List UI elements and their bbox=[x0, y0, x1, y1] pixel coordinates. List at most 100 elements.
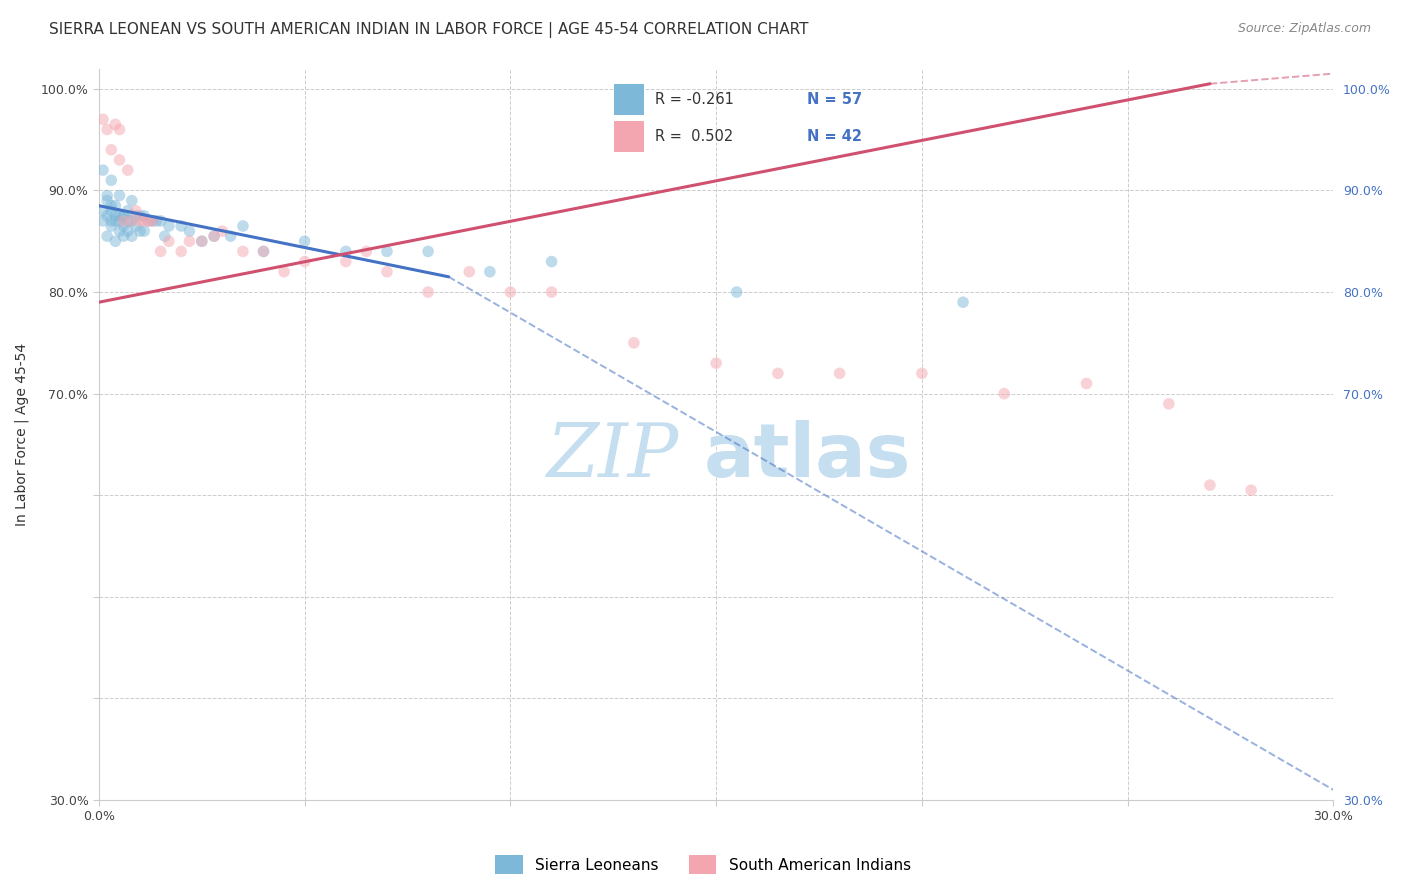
Point bbox=[112, 229, 135, 244]
Point bbox=[112, 219, 135, 233]
Legend: Sierra Leoneans, South American Indians: Sierra Leoneans, South American Indians bbox=[489, 849, 917, 880]
Point bbox=[356, 244, 378, 259]
Point bbox=[623, 335, 645, 350]
Point bbox=[191, 234, 214, 248]
Point bbox=[1076, 376, 1098, 391]
Point bbox=[1157, 397, 1180, 411]
Point bbox=[952, 295, 974, 310]
Point bbox=[108, 188, 131, 202]
Point bbox=[117, 203, 139, 218]
Point bbox=[129, 224, 152, 238]
Point bbox=[91, 203, 114, 218]
Point bbox=[145, 214, 167, 228]
Point bbox=[294, 234, 316, 248]
Point bbox=[375, 244, 398, 259]
Point bbox=[252, 244, 274, 259]
Point bbox=[458, 265, 481, 279]
Point bbox=[134, 209, 156, 223]
Point bbox=[117, 214, 139, 228]
Point bbox=[125, 219, 148, 233]
Point bbox=[1199, 478, 1222, 492]
Point bbox=[136, 214, 159, 228]
Point bbox=[170, 244, 193, 259]
Point bbox=[202, 229, 225, 244]
Y-axis label: In Labor Force | Age 45-54: In Labor Force | Age 45-54 bbox=[15, 343, 30, 526]
Point bbox=[232, 219, 254, 233]
Point bbox=[416, 285, 439, 299]
Point bbox=[108, 214, 131, 228]
Point bbox=[157, 234, 180, 248]
Point bbox=[96, 194, 118, 208]
Point bbox=[129, 214, 152, 228]
Text: ZIP: ZIP bbox=[547, 420, 679, 492]
Point bbox=[108, 224, 131, 238]
Point bbox=[157, 219, 180, 233]
Point bbox=[134, 214, 156, 228]
Point bbox=[704, 356, 727, 370]
Point bbox=[725, 285, 748, 299]
Point bbox=[211, 224, 233, 238]
Point bbox=[112, 214, 135, 228]
Point bbox=[540, 285, 562, 299]
Point bbox=[104, 117, 127, 131]
Point bbox=[100, 199, 122, 213]
Point bbox=[96, 122, 118, 136]
Point bbox=[499, 285, 522, 299]
Point bbox=[104, 234, 127, 248]
Point bbox=[153, 229, 176, 244]
Point bbox=[149, 214, 172, 228]
Point bbox=[273, 265, 295, 279]
Point bbox=[335, 254, 357, 268]
Point bbox=[91, 163, 114, 178]
Point bbox=[100, 203, 122, 218]
Text: SIERRA LEONEAN VS SOUTH AMERICAN INDIAN IN LABOR FORCE | AGE 45-54 CORRELATION C: SIERRA LEONEAN VS SOUTH AMERICAN INDIAN … bbox=[49, 22, 808, 38]
Text: Source: ZipAtlas.com: Source: ZipAtlas.com bbox=[1237, 22, 1371, 36]
Point bbox=[993, 386, 1015, 401]
Point bbox=[96, 229, 118, 244]
Point bbox=[219, 229, 242, 244]
Text: atlas: atlas bbox=[704, 420, 911, 492]
Point bbox=[91, 214, 114, 228]
Point bbox=[104, 199, 127, 213]
Point bbox=[149, 244, 172, 259]
Point bbox=[108, 122, 131, 136]
Point bbox=[294, 254, 316, 268]
Point bbox=[252, 244, 274, 259]
Point bbox=[766, 367, 789, 381]
Point bbox=[108, 153, 131, 167]
Point bbox=[179, 234, 201, 248]
Point bbox=[117, 163, 139, 178]
Point bbox=[91, 112, 114, 127]
Point bbox=[96, 209, 118, 223]
Point bbox=[96, 188, 118, 202]
Point bbox=[828, 367, 851, 381]
Point bbox=[100, 143, 122, 157]
Point bbox=[232, 244, 254, 259]
Point bbox=[125, 209, 148, 223]
Point bbox=[191, 234, 214, 248]
Point bbox=[125, 203, 148, 218]
Point bbox=[104, 209, 127, 223]
Point bbox=[112, 209, 135, 223]
Point bbox=[108, 209, 131, 223]
Point bbox=[104, 214, 127, 228]
Point bbox=[141, 214, 163, 228]
Point bbox=[117, 224, 139, 238]
Point bbox=[121, 214, 143, 228]
Point bbox=[121, 214, 143, 228]
Point bbox=[202, 229, 225, 244]
Point bbox=[100, 173, 122, 187]
Point bbox=[100, 219, 122, 233]
Point bbox=[179, 224, 201, 238]
Point bbox=[335, 244, 357, 259]
Point bbox=[375, 265, 398, 279]
Point bbox=[540, 254, 562, 268]
Point bbox=[134, 224, 156, 238]
Point bbox=[121, 194, 143, 208]
Point bbox=[1240, 483, 1263, 498]
Point bbox=[121, 229, 143, 244]
Point bbox=[100, 214, 122, 228]
Point bbox=[911, 367, 934, 381]
Point bbox=[112, 209, 135, 223]
Point bbox=[136, 214, 159, 228]
